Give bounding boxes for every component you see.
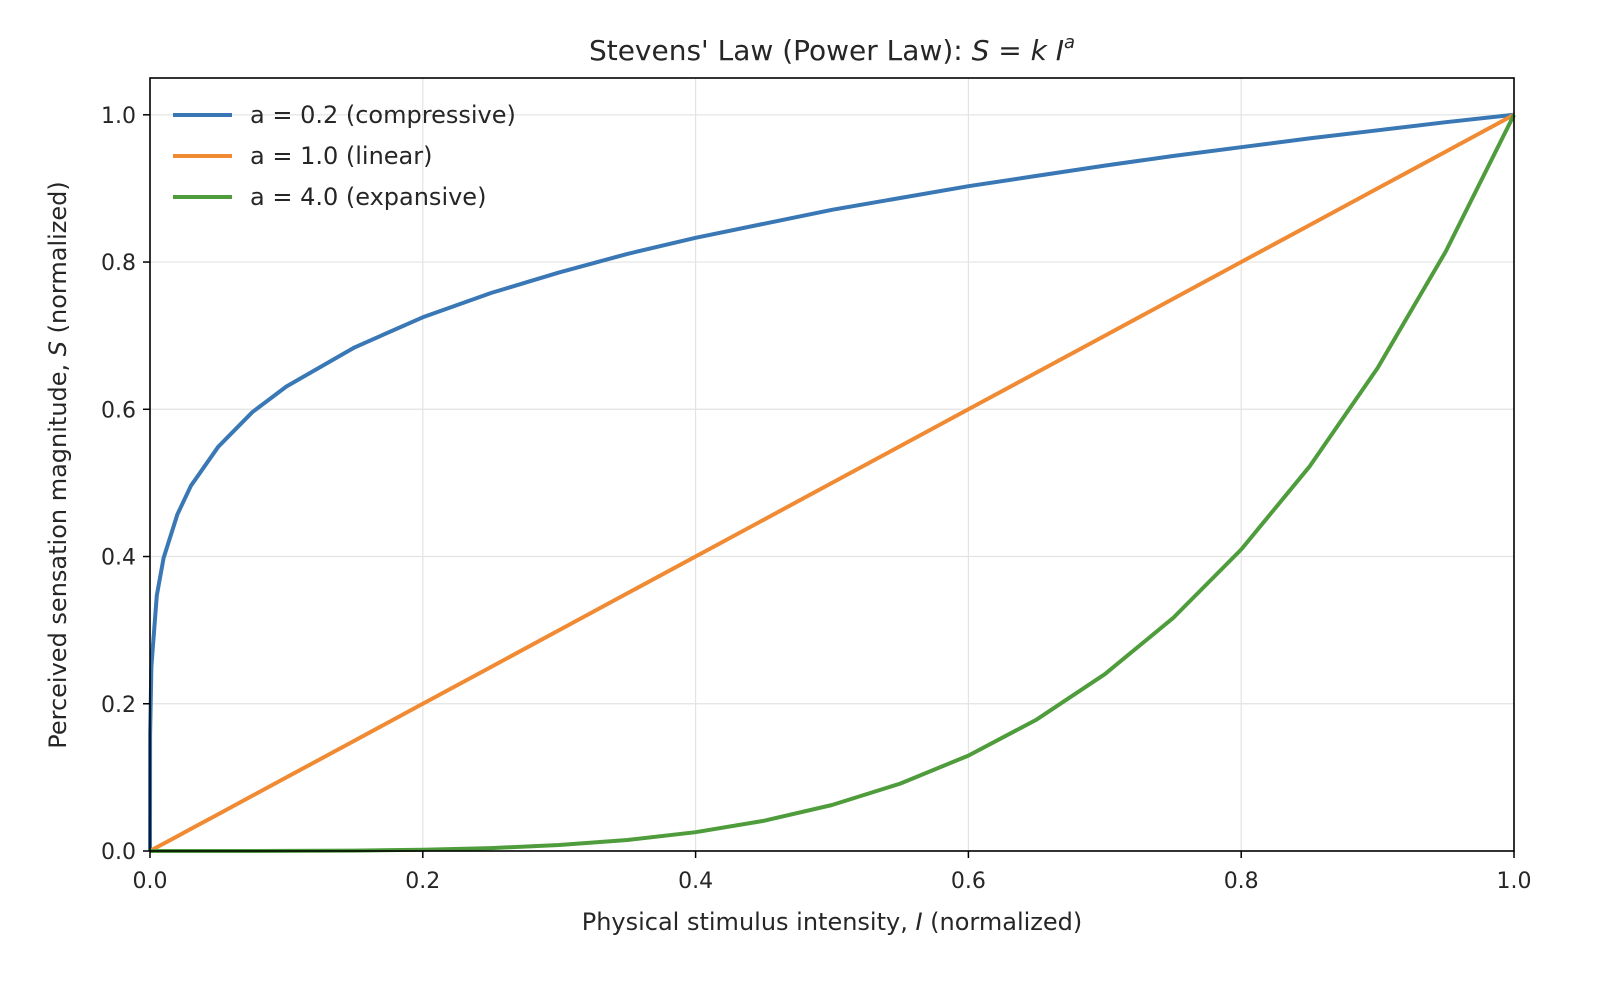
x-tick-label: 0.4 [678,869,713,894]
y-tick-label: 1.0 [101,104,136,129]
x-tick-label: 0.8 [1224,869,1259,894]
chart-title: Stevens' Law (Power Law): S = k Ia [589,32,1075,67]
y-tick-label: 0.2 [101,693,136,718]
plot-area-frame [149,77,1515,852]
series-line-2 [148,113,1515,853]
y-tick-label: 0.0 [101,840,136,865]
y-axis-label: Perceived sensation magnitude, S (normal… [44,181,72,749]
x-tick-label: 0.6 [951,869,986,894]
x-tick-label: 0.0 [133,869,168,894]
legend: a = 0.2 (compressive) a = 1.0 (linear) a =… [173,101,516,211]
y-tick-label: 0.8 [101,251,136,276]
x-tick-label: 1.0 [1497,869,1532,894]
series-lines [148,112,1516,853]
title-exponent: a [1064,32,1075,53]
title-formula: S = k I [972,34,1064,67]
y-tick-label: 0.6 [101,398,136,423]
legend-label-1: a = 0.2 (compressive) [250,101,516,129]
y-tick-label: 0.4 [101,546,136,571]
ticks: 0.0 0.2 0.4 0.6 0.8 1.0 0.0 0.2 0.4 0.6 0.8 1.0 [101,104,1532,894]
legend-label-2: a = 1.0 (linear) [250,142,432,170]
x-axis-label: Physical stimulus intensity, I (normaliz… [582,908,1083,936]
x-tick-label: 0.2 [405,869,440,894]
legend-label-3: a = 4.0 (expansive) [250,183,486,211]
series-line-1 [148,112,1515,852]
